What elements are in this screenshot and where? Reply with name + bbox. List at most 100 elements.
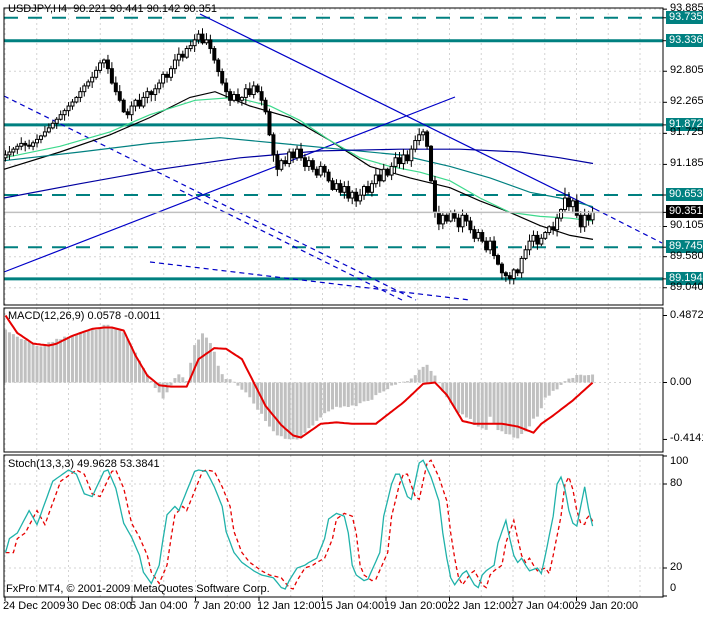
- candle-body: [373, 174, 378, 185]
- trendline-dashed[interactable]: [594, 208, 663, 244]
- candle-body: [141, 96, 146, 107]
- candle-body: [350, 191, 355, 199]
- candle-body: [381, 168, 386, 182]
- macd-bar: [500, 382, 504, 432]
- candle-body: [570, 200, 575, 208]
- macd-indicator-label: MACD(12,26,9) 0.0578 -0.0011: [8, 310, 161, 322]
- macd-bar: [464, 382, 468, 418]
- candle-body: [322, 165, 327, 173]
- macd-bar: [551, 382, 555, 391]
- candle-body: [444, 214, 449, 222]
- macd-bar: [177, 374, 181, 383]
- macd-bar: [11, 334, 15, 383]
- candle-body: [137, 99, 142, 107]
- macd-bar: [425, 364, 429, 383]
- candle-body: [551, 226, 556, 231]
- macd-bar: [43, 344, 47, 383]
- trendline-solid[interactable]: [199, 13, 596, 210]
- panel-border: [3, 307, 664, 453]
- macd-bar: [437, 382, 441, 384]
- trendline-solid[interactable]: [3, 96, 456, 273]
- macd-bar: [189, 362, 193, 383]
- macd-bar: [27, 341, 31, 383]
- candle-body: [425, 131, 430, 147]
- candle-body: [216, 59, 221, 73]
- macd-panel[interactable]: [4, 314, 595, 440]
- macd-bar: [559, 382, 563, 385]
- macd-bar: [94, 329, 98, 383]
- macd-bar: [264, 382, 268, 422]
- candle-body: [318, 165, 323, 176]
- candle-body: [413, 140, 418, 150]
- macd-bar: [492, 382, 496, 425]
- macd-bar: [4, 329, 7, 383]
- candle-body: [460, 214, 465, 228]
- macd-bar: [31, 343, 35, 383]
- macd-bar: [331, 382, 335, 410]
- ma-navy: [3, 148, 594, 199]
- trendline-dashed[interactable]: [3, 95, 417, 301]
- candle-body: [208, 39, 213, 50]
- macd-bar: [563, 381, 567, 383]
- candle-body: [157, 82, 162, 90]
- macd-bar: [307, 382, 311, 429]
- macd-bar: [358, 382, 362, 404]
- candle-body: [405, 154, 410, 162]
- candle-body: [46, 127, 51, 133]
- candle-body: [397, 157, 402, 165]
- macd-bar: [421, 366, 425, 383]
- macd-bar: [398, 382, 401, 383]
- candle-body: [295, 148, 300, 159]
- macd-bar: [141, 367, 145, 383]
- candle-body: [566, 197, 571, 208]
- macd-bar: [413, 375, 417, 383]
- main-price-panel[interactable]: [3, 13, 663, 301]
- macd-bar: [208, 343, 212, 383]
- macd-bar: [15, 336, 19, 383]
- macd-bar: [63, 336, 67, 383]
- candle-body: [476, 232, 481, 239]
- candle-body: [235, 94, 240, 101]
- candle-body: [417, 134, 422, 142]
- candle-body: [184, 48, 189, 58]
- macd-bar: [461, 382, 465, 415]
- macd-bar: [201, 333, 204, 383]
- candle-body: [299, 148, 303, 159]
- chart-title: USDJPY,H4 90.221 90.441 90.142 90.351: [8, 3, 217, 15]
- macd-bar: [484, 382, 488, 430]
- candle-body: [531, 234, 536, 242]
- macd-bar: [244, 382, 248, 393]
- macd-bar: [279, 382, 283, 437]
- macd-bar: [433, 375, 437, 383]
- candle-body: [275, 154, 280, 170]
- macd-bar: [390, 382, 394, 386]
- macd-bar: [67, 336, 71, 383]
- candle-body: [586, 214, 591, 221]
- trendline-dashed[interactable]: [149, 261, 471, 301]
- candle-body: [50, 122, 55, 129]
- candle-body: [385, 168, 390, 176]
- macd-bar: [299, 382, 303, 437]
- macd-bar: [59, 339, 63, 383]
- macd-bar: [204, 337, 208, 383]
- macd-bar: [350, 382, 354, 406]
- trendlines: [3, 13, 663, 301]
- macd-bar: [212, 351, 216, 383]
- macd-bar: [271, 382, 275, 432]
- candle-body: [369, 183, 374, 193]
- macd-bar: [78, 332, 82, 383]
- candle-body: [334, 183, 339, 190]
- macd-bar: [267, 382, 271, 427]
- stochastic-panel[interactable]: [4, 459, 594, 590]
- macd-bar: [137, 360, 141, 383]
- macd-bar: [157, 382, 161, 393]
- macd-bar: [453, 382, 457, 409]
- macd-bar: [23, 339, 27, 383]
- macd-bar: [567, 378, 571, 383]
- macd-bar: [248, 382, 252, 398]
- candle-body: [74, 96, 79, 103]
- macd-bar: [173, 378, 177, 383]
- candle-body: [263, 99, 268, 113]
- macd-bar: [252, 382, 256, 404]
